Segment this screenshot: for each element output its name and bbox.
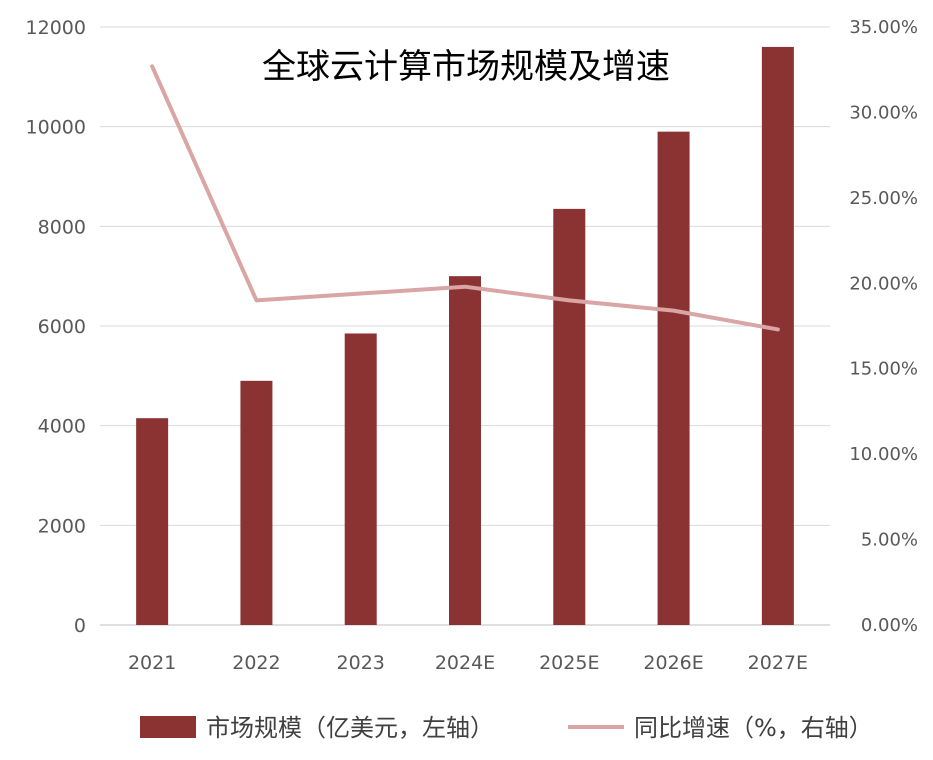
left-tick-label: 0 [74,615,86,637]
legend: 市场规模（亿美元，左轴） 同比增速（%，右轴） [140,714,873,742]
chart-title: 全球云计算市场规模及增速 [262,47,670,87]
right-tick-label: 10.00% [849,444,918,465]
x-tick-label: 2022 [232,652,280,674]
bar [449,276,481,625]
bar [136,418,169,625]
bar-series [136,46,794,625]
legend-label-line: 同比增速（%，右轴） [634,714,873,742]
right-tick-label: 0.00% [861,615,918,636]
line-series [150,64,780,332]
x-tick-label: 2025E [539,652,599,674]
left-tick-label: 2000 [38,515,86,537]
left-tick-label: 4000 [38,416,86,438]
right-tick-label: 5.00% [861,530,918,551]
x-tick-label: 2024E [435,652,495,674]
x-tick-label: 2027E [748,652,808,674]
right-tick-label: 20.00% [849,273,918,294]
x-tick-label: 2023 [337,652,385,674]
bar [553,208,586,625]
bar [657,131,690,625]
bar [240,380,273,625]
right-tick-label: 30.00% [849,102,918,123]
left-axis-ticks: 0 2000 4000 6000 8000 10000 12000 [26,17,86,637]
right-tick-label: 25.00% [849,188,918,209]
left-tick-label: 8000 [38,216,86,238]
legend-swatch-bar [140,716,196,738]
x-tick-label: 2021 [128,652,176,674]
right-axis-ticks: 0.00% 5.00% 10.00% 15.00% 20.00% 25.00% 30.00%… [849,17,918,636]
legend-label-bar: 市场规模（亿美元，左轴） [206,714,494,742]
left-tick-label: 10000 [26,117,86,139]
x-tick-label: 2026E [643,652,703,674]
left-tick-label: 12000 [26,17,86,39]
bar [344,333,377,625]
right-tick-label: 15.00% [849,359,918,380]
x-axis-ticks: 2021 2022 2023 2024E 2025E 2026E 2027E [128,652,808,674]
left-tick-label: 6000 [38,316,86,338]
bar [761,46,794,625]
right-tick-label: 35.00% [849,17,918,38]
